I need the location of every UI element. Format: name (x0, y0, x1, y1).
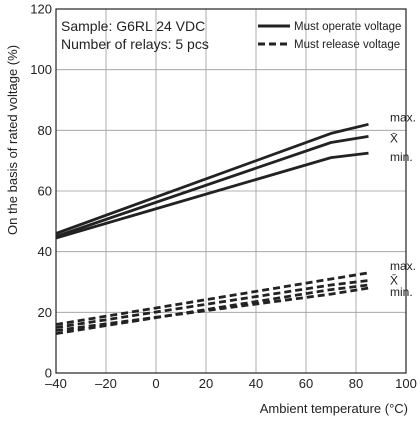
series-end-label: X̄ (390, 132, 398, 146)
release-line (55, 283, 369, 335)
y-tick-label: 0 (45, 366, 52, 381)
annotation-relay-count: Number of relays: 5 pcs (61, 36, 209, 52)
grid (56, 9, 406, 373)
series-end-label: max. (390, 110, 416, 124)
y-tick-label: 100 (30, 62, 52, 77)
operate-line (55, 135, 369, 238)
release-line (55, 271, 369, 326)
x-axis-label: Ambient temperature (°C) (260, 401, 408, 416)
x-tick-label: 40 (249, 376, 263, 391)
series-end-labels: max.X̄min.max.X̄min. (390, 110, 416, 299)
series-end-label: min. (390, 285, 413, 299)
y-tick-label: 80 (38, 123, 52, 138)
x-tick-label: –20 (95, 376, 117, 391)
release-line (55, 279, 369, 329)
series-end-label: max. (390, 259, 416, 273)
legend-label-release: Must release voltage (294, 39, 400, 51)
legend-label-operate: Must operate voltage (294, 21, 401, 33)
x-tick-label: 100 (395, 376, 417, 391)
tick-labels: –40 –20 0 20 40 60 80 100 0 20 40 60 80 100 120 (30, 2, 417, 392)
series-lines (55, 122, 369, 335)
annotation-sample: Sample: G6RL 24 VDC (61, 18, 205, 34)
operate-line (55, 151, 369, 240)
y-axis-label: On the basis of rated voltage (%) (5, 45, 20, 235)
y-tick-label: 40 (38, 244, 52, 259)
x-tick-label: 0 (152, 376, 159, 391)
plot-frame (55, 8, 407, 374)
x-tick-label: –40 (45, 376, 67, 391)
operate-line (55, 122, 369, 235)
series-end-label: X̄ (390, 273, 398, 287)
legend: Must operate voltage Must release voltag… (258, 21, 401, 51)
x-tick-label: 80 (349, 376, 363, 391)
y-tick-label: 60 (38, 184, 52, 199)
y-tick-label: 20 (38, 305, 52, 320)
y-tick-label: 120 (30, 2, 52, 17)
x-tick-label: 60 (299, 376, 313, 391)
series-end-label: min. (390, 150, 413, 164)
x-tick-label: 20 (199, 376, 213, 391)
